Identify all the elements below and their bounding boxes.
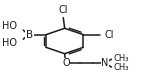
Text: CH₃: CH₃ (113, 54, 129, 63)
Text: B: B (26, 30, 33, 40)
Text: HO: HO (2, 21, 17, 31)
Text: N: N (101, 58, 108, 68)
Text: Cl: Cl (105, 30, 114, 40)
Text: O: O (62, 58, 70, 68)
Text: HO: HO (2, 38, 17, 48)
Text: Cl: Cl (59, 5, 68, 15)
Text: CH₃: CH₃ (113, 63, 129, 72)
